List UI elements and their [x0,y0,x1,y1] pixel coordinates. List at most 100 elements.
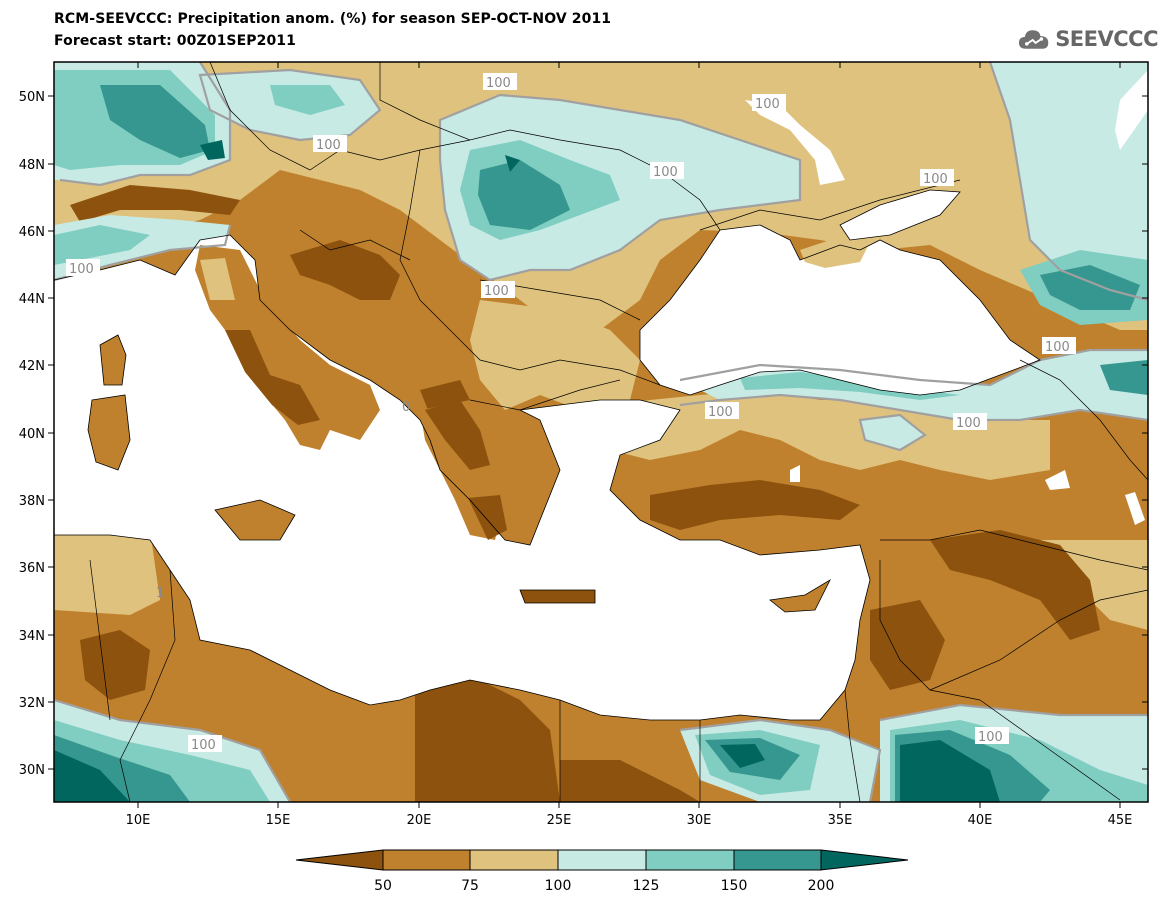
contour-label: 100 [486,76,511,91]
lon-tick-label: 15E [266,813,291,828]
map-title: RCM-SEEVCCC: Precipitation anom. (%) for… [54,11,612,27]
lat-tick-label: 30N [19,763,45,778]
field-75-100-africa [54,530,160,615]
contour-labels: 100 100 100 100 100 100 100 100 100 100 … [66,73,1076,753]
peninsula-italy [195,245,380,450]
dnieper-lake [745,100,845,185]
lat-tick-label: 32N [19,696,45,711]
colorbar-labels: 50 75 100 125 150 200 [374,878,834,894]
peloponnese [468,495,507,540]
colorbar-swatch [557,849,647,871]
italy-dark [225,330,320,425]
field-100-125-ukraine-east [990,62,1148,300]
lat-tick-label: 44N [19,292,45,307]
contour-label: 100 [755,97,780,112]
contour-label: 0 [402,400,410,415]
longitude-axis [137,62,1121,808]
field-lt50-libya [415,675,560,802]
lat-tick-label: 48N [19,158,45,173]
lon-tick-label: 30E [687,813,712,828]
field-lt50-dinarides [290,240,400,300]
island-sicily [215,500,295,540]
field-125-150-alps-south [54,225,150,265]
field-gt200-arabia [900,740,1000,802]
colorbar-label: 125 [633,878,660,894]
colorbar-label: 100 [545,878,572,894]
field-100-125-anatolia-blob [860,415,925,450]
contour-label: 100 [191,738,216,753]
lake-van [1045,470,1070,490]
lat-tick-label: 34N [19,629,45,644]
field-gt200-carpathian [505,155,520,172]
contour-label: 100 [69,262,94,277]
field-gt200-nile [720,744,765,768]
lat-tick-label: 46N [19,225,45,240]
coastlines [54,189,1041,721]
field-100-125-carpathian [440,95,800,280]
field-150-200-carpathian [478,160,570,230]
colorbar-swatch [733,849,822,871]
lake-urmia [1125,492,1145,525]
lon-tick-label: 40E [968,813,993,828]
lake-tuz [790,465,800,482]
field-150-200-blacksea-east [1100,360,1148,395]
map-field: 100 100 100 100 100 100 100 100 100 100 … [54,62,1148,802]
crimea [800,240,870,268]
colorbar [295,849,909,871]
lon-tick-label: 10E [126,813,151,828]
field-lt50-syria [930,530,1100,640]
contour-label: 1 [156,586,164,601]
latitude-labels: 50N 48N 46N 44N 42N 40N 38N 36N 34N 32N … [19,90,45,778]
forecast-start-label: Forecast start: 00Z01SEP2011 [54,33,296,49]
seevccc-logo: SEEVCCC [1018,24,1158,54]
island-corsica [100,335,126,385]
contour-label: 100 [316,138,341,153]
latitude-axis [48,95,1148,770]
colorbar-label: 50 [374,878,392,894]
colorbar-label: 75 [461,878,479,894]
contour-label: 100 [653,165,678,180]
contour-label: 100 [484,284,509,299]
contour-label: 100 [923,172,948,187]
lat-tick-label: 42N [19,359,45,374]
logo-text: SEEVCCC [1055,27,1158,51]
lat-tick-label: 50N [19,90,45,105]
lon-tick-label: 45E [1108,813,1133,828]
lake-caspian-edge [1115,70,1148,150]
contour-label: 100 [956,416,981,431]
island-sardinia [88,395,130,470]
colorbar-swatch [645,849,735,871]
colorbar-swatch [469,849,559,871]
colorbar-swatch [295,849,384,871]
lat-tick-label: 38N [19,494,45,509]
field-lt50-alps [70,185,240,222]
lat-tick-label: 40N [19,427,45,442]
field-lt50-tunisia [80,630,150,700]
greece-dark [425,400,490,470]
field-125-150-germany [270,85,345,115]
cloud-icon [1018,30,1049,49]
colorbar-label: 200 [808,878,835,894]
field-gt200-algeria [54,750,130,802]
contour-label: 100 [708,405,733,420]
field-75-100-balkans [470,300,640,410]
field-150-200-france [100,85,210,158]
field-gt200-france [200,140,225,160]
contour-label: 100 [978,730,1003,745]
contour-label: 100 [1045,340,1070,355]
italy-light [200,258,235,300]
map-frame [53,61,1149,803]
lon-tick-label: 20E [407,813,432,828]
field-150-200-caucasus [1040,265,1140,310]
lat-tick-label: 36N [19,561,45,576]
sea-black-sea [640,225,1040,395]
field-lt50-libya-east [560,760,700,802]
azov-sea [840,190,960,240]
lon-tick-label: 25E [547,813,572,828]
lon-tick-label: 35E [828,813,853,828]
colorbar-swatch [820,849,909,871]
field-lt50-jordan [870,600,945,690]
colorbar-label: 150 [721,878,748,894]
longitude-labels: 10E 15E 20E 25E 30E 35E 40E 45E [126,813,1133,828]
